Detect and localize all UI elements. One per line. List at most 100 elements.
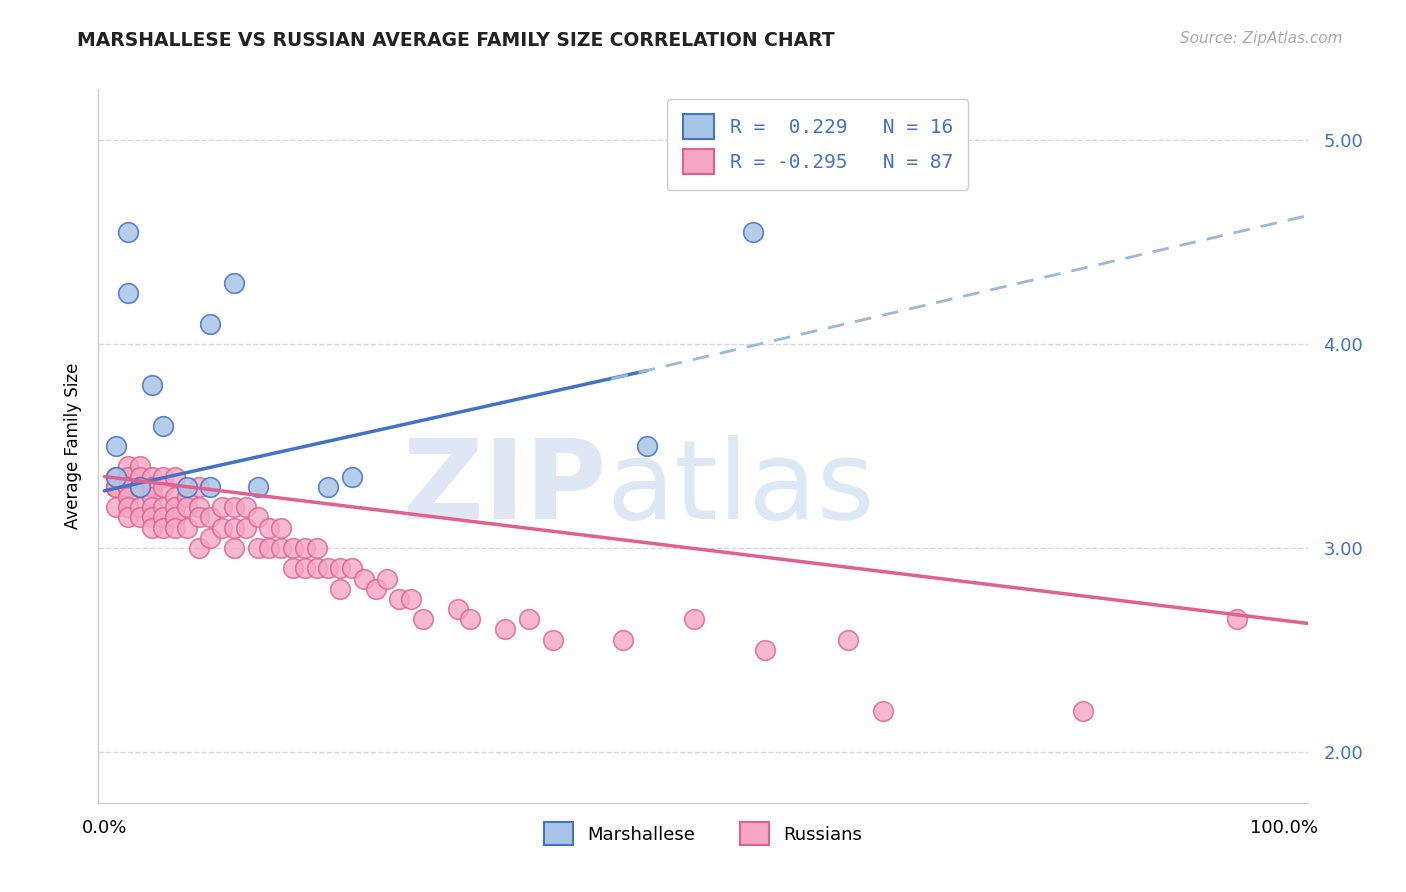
Point: [683, 612, 706, 626]
Point: [353, 572, 375, 586]
Point: [152, 510, 174, 524]
Text: Source: ZipAtlas.com: Source: ZipAtlas.com: [1180, 31, 1343, 46]
Point: [176, 480, 198, 494]
Point: [117, 500, 139, 515]
Point: [235, 500, 257, 515]
Point: [742, 225, 765, 239]
Point: [281, 541, 304, 555]
Point: [117, 459, 139, 474]
Point: [187, 480, 209, 494]
Point: [222, 541, 245, 555]
Point: [837, 632, 859, 647]
Text: ZIP: ZIP: [404, 435, 606, 542]
Point: [128, 500, 150, 515]
Point: [117, 480, 139, 494]
Point: [128, 480, 150, 494]
Legend: Marshallese, Russians: Marshallese, Russians: [534, 814, 872, 855]
Point: [399, 591, 422, 606]
Point: [246, 480, 269, 494]
Point: [318, 480, 340, 494]
Point: [141, 469, 163, 483]
Point: [235, 520, 257, 534]
Point: [1073, 704, 1095, 718]
Point: [872, 704, 894, 718]
Point: [176, 490, 198, 504]
Point: [187, 541, 209, 555]
Point: [176, 520, 198, 534]
Point: [294, 561, 316, 575]
Point: [176, 500, 198, 515]
Point: [152, 469, 174, 483]
Point: [117, 490, 139, 504]
Point: [117, 480, 139, 494]
Point: [165, 510, 187, 524]
Point: [1226, 612, 1249, 626]
Point: [270, 520, 292, 534]
Point: [259, 541, 281, 555]
Text: MARSHALLESE VS RUSSIAN AVERAGE FAMILY SIZE CORRELATION CHART: MARSHALLESE VS RUSSIAN AVERAGE FAMILY SI…: [77, 31, 835, 50]
Point: [141, 500, 163, 515]
Point: [517, 612, 540, 626]
Point: [222, 276, 245, 290]
Point: [152, 500, 174, 515]
Point: [165, 469, 187, 483]
Point: [318, 561, 340, 575]
Text: atlas: atlas: [606, 435, 875, 542]
Point: [329, 582, 352, 596]
Point: [754, 643, 776, 657]
Point: [187, 500, 209, 515]
Point: [105, 480, 128, 494]
Point: [128, 480, 150, 494]
Point: [141, 480, 163, 494]
Point: [105, 500, 128, 515]
Point: [128, 480, 150, 494]
Point: [200, 480, 222, 494]
Point: [329, 561, 352, 575]
Point: [377, 572, 399, 586]
Point: [152, 520, 174, 534]
Point: [165, 520, 187, 534]
Point: [305, 541, 328, 555]
Point: [128, 469, 150, 483]
Point: [128, 510, 150, 524]
Point: [105, 480, 128, 494]
Point: [105, 469, 128, 483]
Point: [105, 469, 128, 483]
Y-axis label: Average Family Size: Average Family Size: [63, 363, 82, 529]
Point: [105, 480, 128, 494]
Point: [141, 510, 163, 524]
Point: [141, 377, 163, 392]
Point: [152, 418, 174, 433]
Point: [222, 520, 245, 534]
Point: [200, 317, 222, 331]
Point: [187, 510, 209, 524]
Point: [128, 480, 150, 494]
Point: [141, 480, 163, 494]
Point: [200, 510, 222, 524]
Point: [200, 531, 222, 545]
Point: [246, 510, 269, 524]
Point: [447, 602, 470, 616]
Point: [117, 225, 139, 239]
Point: [364, 582, 387, 596]
Point: [412, 612, 434, 626]
Point: [152, 480, 174, 494]
Point: [246, 541, 269, 555]
Point: [281, 561, 304, 575]
Point: [128, 459, 150, 474]
Point: [458, 612, 481, 626]
Point: [117, 286, 139, 301]
Point: [211, 520, 233, 534]
Point: [117, 469, 139, 483]
Point: [117, 510, 139, 524]
Point: [305, 561, 328, 575]
Point: [259, 520, 281, 534]
Point: [340, 469, 363, 483]
Point: [165, 490, 187, 504]
Point: [340, 561, 363, 575]
Point: [494, 623, 516, 637]
Point: [636, 439, 658, 453]
Point: [105, 439, 128, 453]
Point: [388, 591, 411, 606]
Point: [117, 480, 139, 494]
